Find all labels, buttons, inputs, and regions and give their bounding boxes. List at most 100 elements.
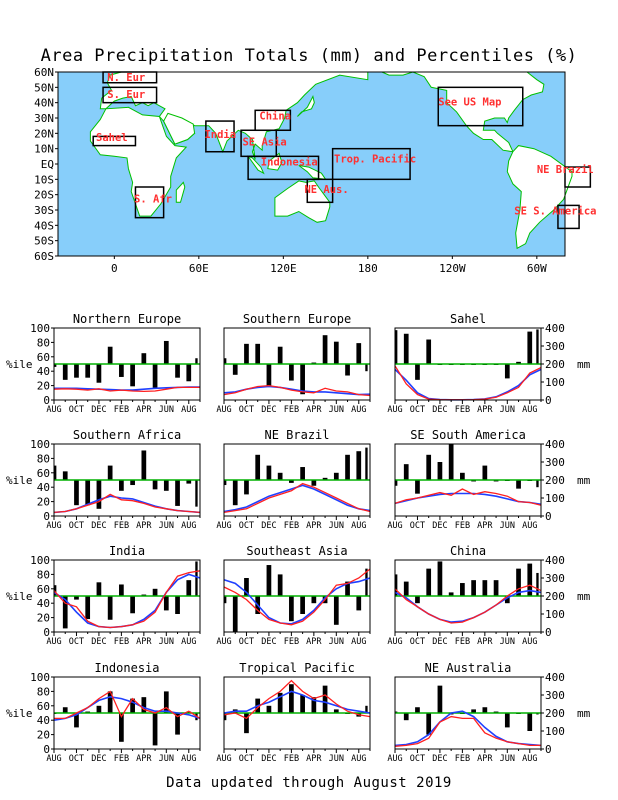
panel-title: Southeast Asia — [246, 544, 347, 558]
month-tick-label: JUN — [329, 754, 344, 764]
month-tick-label: AUG — [46, 637, 61, 647]
month-tick-label: APR — [136, 521, 152, 531]
lat-tick-label: EQ — [41, 158, 54, 171]
region-box — [102, 86, 158, 104]
percentile-bar — [322, 477, 328, 480]
month-tick-label: FEB — [455, 405, 470, 415]
observed-precip-line — [223, 679, 371, 720]
percentile-bar — [460, 472, 465, 480]
percentile-bar — [74, 364, 79, 378]
month-tick-label: APR — [136, 754, 152, 764]
month-tick-label: APR — [477, 521, 493, 531]
mm-axis-label: mm — [577, 474, 591, 487]
panel-title: Indonesia — [94, 661, 159, 675]
percentile-bar — [437, 462, 443, 480]
month-tick-label: OCT — [69, 637, 84, 647]
percentile-bar — [527, 563, 533, 596]
panel-title: NE Australia — [425, 661, 512, 675]
percentile-bar — [345, 364, 350, 376]
panel-title: Sahel — [450, 312, 486, 326]
month-tick-label: JUN — [329, 637, 344, 647]
region-label: SE S. America — [514, 206, 596, 218]
percentile-bar — [96, 480, 102, 509]
percentile-bar — [356, 596, 362, 611]
mm-tick-label: 200 — [545, 707, 565, 720]
percentile-bar — [152, 364, 158, 388]
month-tick-label: JUN — [159, 637, 174, 647]
normal-precip-line — [223, 690, 371, 714]
month-tick-label: JUN — [329, 521, 344, 531]
month-tick-label: DEC — [261, 521, 276, 531]
percentile-tick-label: 60 — [37, 467, 50, 480]
percentile-bar — [54, 465, 57, 480]
percentile-bar — [482, 707, 488, 713]
month-tick-label: AUG — [387, 521, 402, 531]
percentile-bar — [365, 364, 368, 372]
month-tick-label: AUG — [216, 405, 231, 415]
percentile-bar — [482, 580, 488, 596]
percentile-bar — [415, 707, 420, 713]
percentile-bar — [289, 480, 294, 483]
observed-precip-line — [223, 482, 371, 514]
region-label: NE Brazil — [537, 164, 594, 176]
percentile-bar — [255, 454, 261, 480]
month-tick-label: OCT — [239, 637, 254, 647]
month-tick-label: OCT — [410, 754, 425, 764]
percentile-bar — [426, 454, 432, 480]
month-tick-label: DEC — [91, 521, 106, 531]
percentile-bar — [232, 480, 238, 506]
percentile-bar — [482, 465, 488, 480]
percentile-bar — [175, 480, 180, 506]
percentile-tick-label: 80 — [37, 568, 50, 581]
percentile-tick-label: 100 — [30, 322, 50, 335]
month-tick-label: JUN — [500, 521, 515, 531]
percentile-tick-label: 20 — [37, 729, 50, 742]
mm-tick-label: 300 — [545, 572, 565, 585]
chart-panel: SE South America AUG OCT DEC FEB APR JUN AUG 0 10… — [387, 428, 590, 531]
percentile-bar — [163, 340, 169, 364]
percentile-bar — [244, 578, 249, 596]
month-tick-label: DEC — [261, 405, 276, 415]
mm-tick-label: 100 — [545, 725, 565, 738]
region-box — [92, 135, 137, 147]
month-tick-label: OCT — [410, 637, 425, 647]
percentile-bar — [300, 695, 305, 713]
percentile-bar — [460, 583, 465, 596]
percentile-bar — [277, 346, 283, 364]
month-tick-label: FEB — [455, 637, 470, 647]
percentile-bar — [395, 330, 398, 364]
percentile-bar — [62, 364, 68, 380]
panel-frame — [53, 676, 201, 750]
panel-frame — [223, 676, 371, 750]
chart-panel: NE Australia AUG OCT DEC FEB APR JUN AUG 0 100 200… — [387, 661, 590, 764]
percentile-tick-label: 40 — [37, 481, 50, 494]
percentile-bar — [107, 346, 113, 364]
observed-precip-line — [394, 584, 542, 624]
month-tick-label: OCT — [239, 754, 254, 764]
lat-tick-label: 40N — [34, 97, 54, 110]
panel-title: Southern Europe — [243, 312, 351, 326]
month-tick-label: APR — [477, 754, 493, 764]
mm-tick-label: 0 — [545, 743, 552, 756]
percentile-bar — [322, 335, 328, 364]
percentile-tick-label: 40 — [37, 365, 50, 378]
month-tick-label: AUG — [522, 405, 537, 415]
percentile-bar — [426, 339, 432, 364]
land-sumatra — [246, 155, 265, 175]
percentile-bar — [186, 480, 192, 484]
panel-frame — [223, 327, 371, 401]
month-tick-label: AUG — [216, 521, 231, 531]
percentile-tick-label: 60 — [37, 700, 50, 713]
mm-axis-label: mm — [577, 707, 591, 720]
region-box — [306, 178, 334, 204]
observed-precip-line — [223, 384, 371, 397]
percentile-bar — [85, 364, 91, 378]
percentile-bar — [107, 596, 113, 620]
observed-precip-line — [394, 488, 542, 506]
panel-title: Southern Africa — [73, 428, 181, 442]
lat-tick-label: 20S — [34, 189, 54, 202]
mm-axis-label: mm — [577, 590, 591, 603]
percentile-bar — [186, 364, 192, 382]
